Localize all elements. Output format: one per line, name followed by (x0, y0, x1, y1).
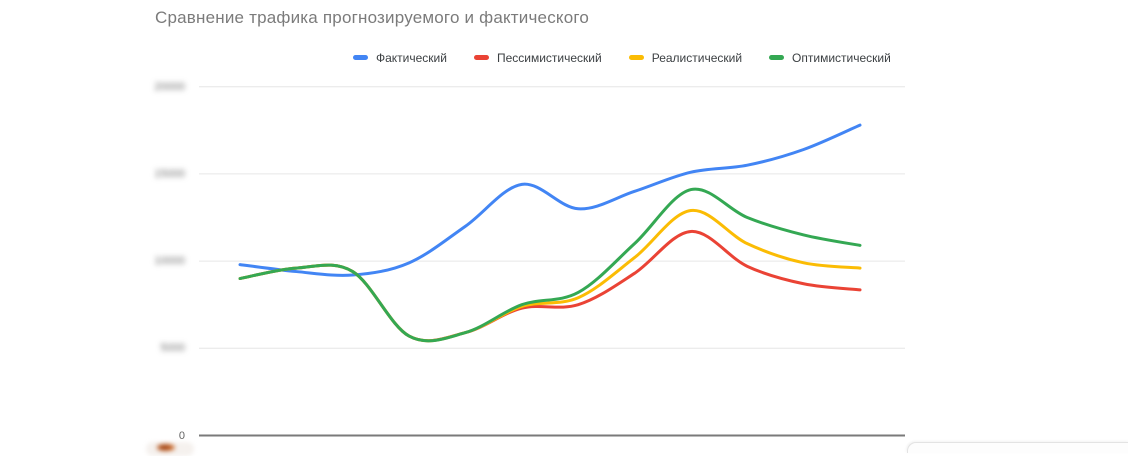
legend-label-optimistic: Оптимистический (792, 50, 891, 65)
chart-legend: Фактический Пессимистический Реалистичес… (353, 50, 891, 65)
y-tick-20000: 20000 (154, 81, 185, 93)
legend-label-realistic: Реалистический (651, 50, 743, 65)
series-line-0-Фактический[interactable] (238, 123, 862, 277)
legend-label-actual: Фактический (376, 50, 447, 65)
y-tick-15000: 15000 (154, 168, 185, 180)
legend-label-pessimistic: Пессимистический (496, 50, 602, 65)
y-tick-0: 0 (178, 430, 185, 442)
legend-item-realistic: Реалистический (628, 50, 743, 65)
card-corner (907, 442, 1128, 453)
legend-item-actual: Фактический (353, 51, 447, 65)
legend-item-pessimistic: Пессимистический (473, 50, 602, 65)
legend-swatch-optimistic-icon (769, 55, 785, 60)
chart-title: Сравнение трафика прогнозируемого и факт… (155, 8, 590, 27)
y-tick-5000: 5000 (160, 342, 185, 354)
series-line-3-Оптимистический[interactable] (238, 187, 862, 343)
blurred-favicon-dot-icon (157, 444, 175, 451)
legend-swatch-realistic-icon (628, 55, 644, 60)
series-line-1-Пессимистический[interactable] (238, 229, 862, 343)
legend-item-optimistic: Оптимистический (769, 51, 891, 65)
y-tick-10000: 10000 (154, 255, 185, 267)
legend-swatch-pessimistic-icon (473, 55, 489, 60)
legend-swatch-actual-icon (353, 55, 368, 60)
